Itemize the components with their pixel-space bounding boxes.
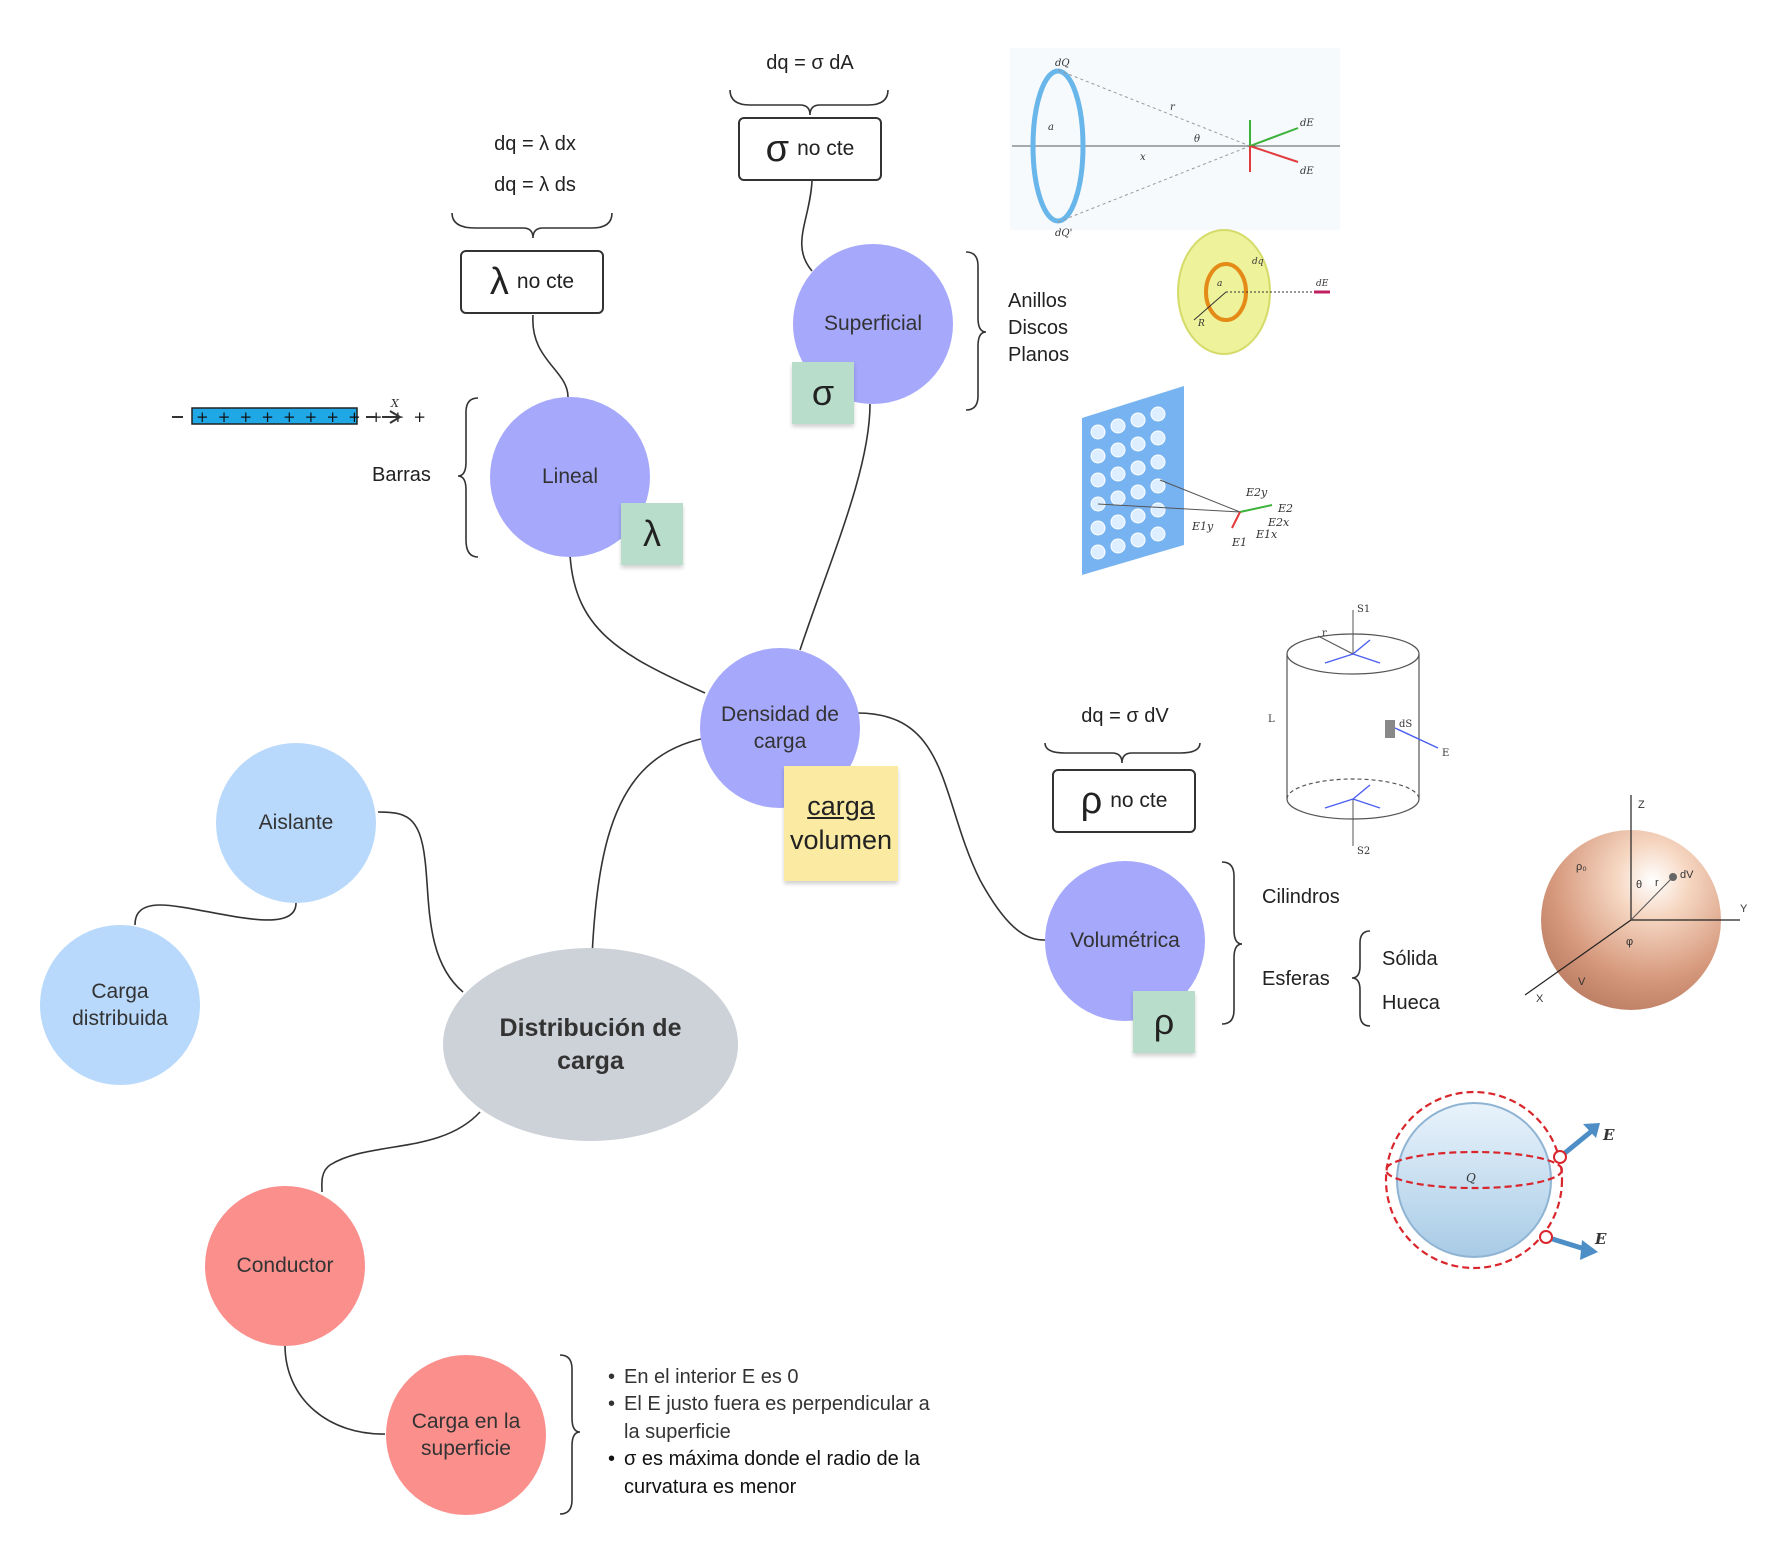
bullet-text: El E justo fuera es perpendicular a la s… — [624, 1393, 930, 1443]
brace-barras — [457, 397, 479, 558]
brace-volumetrica-list — [1221, 861, 1243, 1025]
lineal-label: Lineal — [541, 465, 599, 489]
node-carga-en-la-superficie[interactable]: Carga en la superficie — [386, 1355, 546, 1515]
label-hueca: Hueca — [1382, 992, 1440, 1014]
edge-densidad-superficial — [799, 403, 871, 651]
formula-lineal-dx: dq = λ dx — [494, 133, 576, 155]
sticky-carga-text: carga — [807, 790, 875, 821]
sticky-carga-volumen: carga volumen — [784, 766, 898, 881]
bullet-text: En el interior E es 0 — [624, 1366, 799, 1388]
node-conductor[interactable]: Conductor — [205, 1186, 365, 1346]
label-barras: Barras — [372, 464, 431, 486]
edge-densidad-lineal — [569, 554, 706, 694]
no-cte-label: no cte — [516, 270, 575, 293]
conductor-bullet-list: • En el interior E es 0 • El E justo fuera… — [608, 1364, 948, 1501]
bullet-item: • El E justo fuera es perpendicular a la … — [608, 1391, 948, 1446]
sticky-volumen-text: volumen — [789, 824, 893, 855]
bullet-text: σ es máxima donde el radio de la curvatu… — [624, 1448, 920, 1498]
bullet-item: • σ es máxima donde el radio de la curvat… — [608, 1446, 948, 1501]
sticky-lambda: λ — [621, 503, 683, 565]
formula-volumetrica: dq = σ dV — [1081, 705, 1169, 727]
node-distribucion-de-carga[interactable]: Distribución de carga — [443, 948, 738, 1141]
center-label: Distribución de carga — [499, 1014, 682, 1075]
bullet-item: • En el interior E es 0 — [608, 1364, 948, 1391]
edge-conductor-superficie — [284, 1344, 386, 1435]
edge-aislante-carga — [134, 902, 297, 926]
superficial-label: Superficial — [823, 312, 923, 336]
rho-symbol: ρ — [1080, 779, 1103, 822]
volumetrica-label: Volumétrica — [1070, 929, 1180, 953]
label-planos: Planos — [1008, 344, 1070, 366]
node-carga-distribuida[interactable]: Carga distribuida — [40, 925, 200, 1085]
box-sigma-no-cte: σ no cte — [738, 117, 882, 181]
carga-superficie-label: Carga en la superficie — [411, 1409, 521, 1460]
aislante-label: Aislante — [258, 811, 334, 835]
edge-lineal-box — [532, 314, 569, 398]
sticky-rho: ρ — [1133, 991, 1195, 1053]
box-lambda-no-cte: λ no cte — [460, 250, 604, 314]
edge-center-conductor — [321, 1111, 481, 1193]
label-esferas: Esferas — [1262, 968, 1330, 990]
sigma-symbol: σ — [765, 127, 790, 170]
edge-superficial-box — [800, 180, 813, 272]
no-cte-label: no cte — [797, 137, 855, 160]
edge-densidad-volumetrica — [856, 712, 1046, 941]
brace-conductor-bullets — [559, 1354, 581, 1515]
formula-lineal-ds: dq = λ ds — [494, 174, 576, 196]
no-cte-label: no cte — [1110, 789, 1168, 812]
edge-center-aislante — [377, 811, 464, 993]
carga-distribuida-label: Carga distribuida — [72, 979, 168, 1030]
label-cilindros: Cilindros — [1262, 886, 1340, 908]
sticky-sigma: σ — [792, 362, 854, 424]
lambda-symbol: λ — [489, 260, 509, 303]
brace-lineal — [451, 212, 613, 239]
label-anillos: Anillos — [1008, 290, 1067, 312]
node-aislante[interactable]: Aislante — [216, 743, 376, 903]
label-discos: Discos — [1008, 317, 1069, 339]
formula-superficial: dq = σ dA — [766, 52, 854, 74]
densidad-label: Densidad de carga — [721, 702, 839, 753]
conductor-label: Conductor — [236, 1254, 334, 1278]
label-solida: Sólida — [1382, 948, 1438, 970]
brace-superficial-list — [965, 251, 987, 411]
brace-esferas — [1351, 930, 1371, 1027]
brace-volumetrica — [1044, 742, 1201, 764]
brace-superficial — [729, 89, 889, 116]
box-rho-no-cte: ρ no cte — [1052, 769, 1196, 833]
